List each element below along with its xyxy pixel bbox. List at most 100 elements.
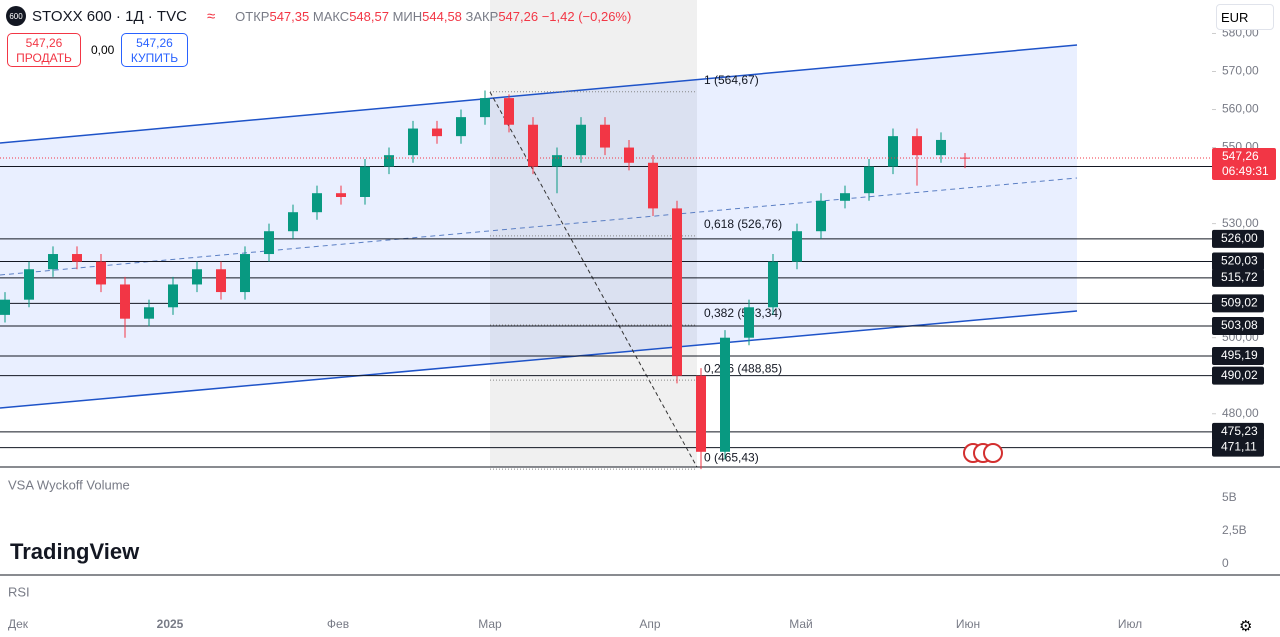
label: КУПИТЬ	[130, 51, 179, 65]
candle-body	[792, 231, 802, 262]
value: 544,58	[422, 8, 462, 24]
header: 600 STOXX 600 · 1Д · TVC ≈ ОТКР547,35 МА…	[6, 6, 631, 26]
fib-label: 0 (465,43)	[704, 450, 759, 464]
price: 547,26	[136, 36, 173, 50]
level-label: 520,03	[1221, 254, 1258, 268]
volume-tick: 2,5B	[1222, 523, 1247, 537]
candle-body	[432, 128, 442, 137]
candle-body	[96, 261, 106, 285]
indicator-icon[interactable]: ≈	[206, 7, 216, 25]
label: МИН	[392, 8, 423, 24]
candle-body	[816, 200, 826, 232]
fib-label: 0,618 (526,76)	[704, 217, 782, 231]
level-label: 475,23	[1221, 424, 1258, 438]
level-tag	[1212, 294, 1264, 313]
sell-button[interactable]: 547,26 ПРОДАТЬ	[7, 33, 81, 67]
x-tick-label: 2025	[157, 617, 184, 631]
x-tick-label: Июл	[1118, 617, 1142, 631]
price: 547,26	[25, 36, 63, 50]
fib-zone	[490, 0, 697, 467]
label: ОТКР	[235, 8, 270, 24]
candle-body	[168, 284, 178, 308]
buy-button[interactable]: 547,26 КУПИТЬ	[121, 33, 188, 67]
level-label: 495,19	[1221, 348, 1258, 362]
volume-title: VSA Wyckoff Volume	[8, 477, 130, 492]
y-tick-label: 560,00	[1222, 102, 1259, 116]
countdown: 06:49:31	[1222, 164, 1269, 178]
change: −1,42 (−0,26%)	[541, 8, 632, 24]
candle-body	[576, 124, 586, 156]
candle-body	[648, 162, 658, 209]
candle-body	[888, 136, 898, 167]
level-tag	[1212, 346, 1264, 365]
level-tag	[1212, 229, 1264, 248]
volume-tick: 0	[1222, 556, 1229, 570]
candle-body	[960, 157, 970, 159]
y-tick-label: 570,00	[1222, 64, 1259, 78]
volume-tick: 5B	[1222, 490, 1237, 504]
currency[interactable]: EUR	[1216, 4, 1274, 30]
fib-label: 0,382 (503,34)	[704, 306, 782, 320]
x-tick-label: Май	[789, 617, 813, 631]
rsi-title: RSI	[8, 584, 30, 599]
candle-body	[288, 212, 298, 232]
candle-body	[528, 124, 538, 167]
candle-body	[312, 193, 322, 213]
channel-lower	[0, 310, 1078, 409]
ohlc: ОТКР547,35 МАКС548,57 МИН544,58 ЗАКР547,…	[235, 9, 631, 24]
candle-body	[624, 147, 634, 163]
x-tick-label: Апр	[639, 617, 661, 631]
label: ПРОДАТЬ	[16, 51, 72, 65]
candle-body	[240, 254, 250, 293]
candle-body	[912, 136, 922, 156]
level-tag	[1212, 268, 1264, 287]
candle-body	[0, 299, 10, 315]
candle-body	[552, 155, 562, 167]
candle-body	[144, 307, 154, 319]
x-tick-label: Дек	[8, 617, 29, 631]
level-label: 526,00	[1221, 231, 1258, 245]
candle-body	[744, 307, 754, 338]
symbol[interactable]: STOXX 600 · 1Д · TVC	[32, 7, 187, 25]
candle-body	[192, 269, 202, 285]
candle-body	[456, 117, 466, 137]
settings[interactable]: ⚙	[1239, 618, 1253, 635]
y-tick-label: 480,00	[1222, 406, 1259, 420]
x-tick-label: Июн	[956, 617, 980, 631]
candle-body	[936, 139, 946, 156]
candle-body	[768, 261, 778, 308]
fib-label: 0,236 (488,85)	[704, 361, 782, 375]
spread: 0,00	[91, 43, 115, 57]
level-tag	[1212, 316, 1264, 335]
symbol-icon: 600	[6, 6, 26, 26]
level-tag	[1212, 252, 1264, 271]
candle-body	[384, 155, 394, 167]
candle-body	[24, 269, 34, 300]
value: 548,57	[349, 8, 389, 24]
level-label: 515,72	[1221, 270, 1258, 284]
label: ЗАКР	[465, 8, 499, 24]
fib-trend	[489, 91, 698, 468]
candle-body	[600, 124, 610, 148]
candle-body	[360, 166, 370, 197]
level-label: 503,08	[1221, 318, 1258, 332]
candle-body	[336, 193, 346, 197]
label: МАКС	[312, 8, 350, 24]
candle-body	[48, 254, 58, 270]
candle-body	[696, 375, 706, 452]
last-price-tag	[1212, 147, 1276, 180]
level-tag	[1212, 438, 1264, 457]
candle-body	[216, 269, 226, 293]
candle-body	[504, 98, 514, 125]
candle-body	[264, 231, 274, 255]
channel-upper	[0, 44, 1078, 144]
level-label: 509,02	[1221, 296, 1258, 310]
y-tick-label: 530,00	[1222, 216, 1259, 230]
level-tag	[1212, 366, 1264, 385]
value: 547,35	[269, 8, 310, 24]
logo: TradingView	[10, 539, 140, 564]
level-label: 471,11	[1221, 440, 1257, 454]
fib-label: 1 (564,67)	[704, 73, 759, 87]
